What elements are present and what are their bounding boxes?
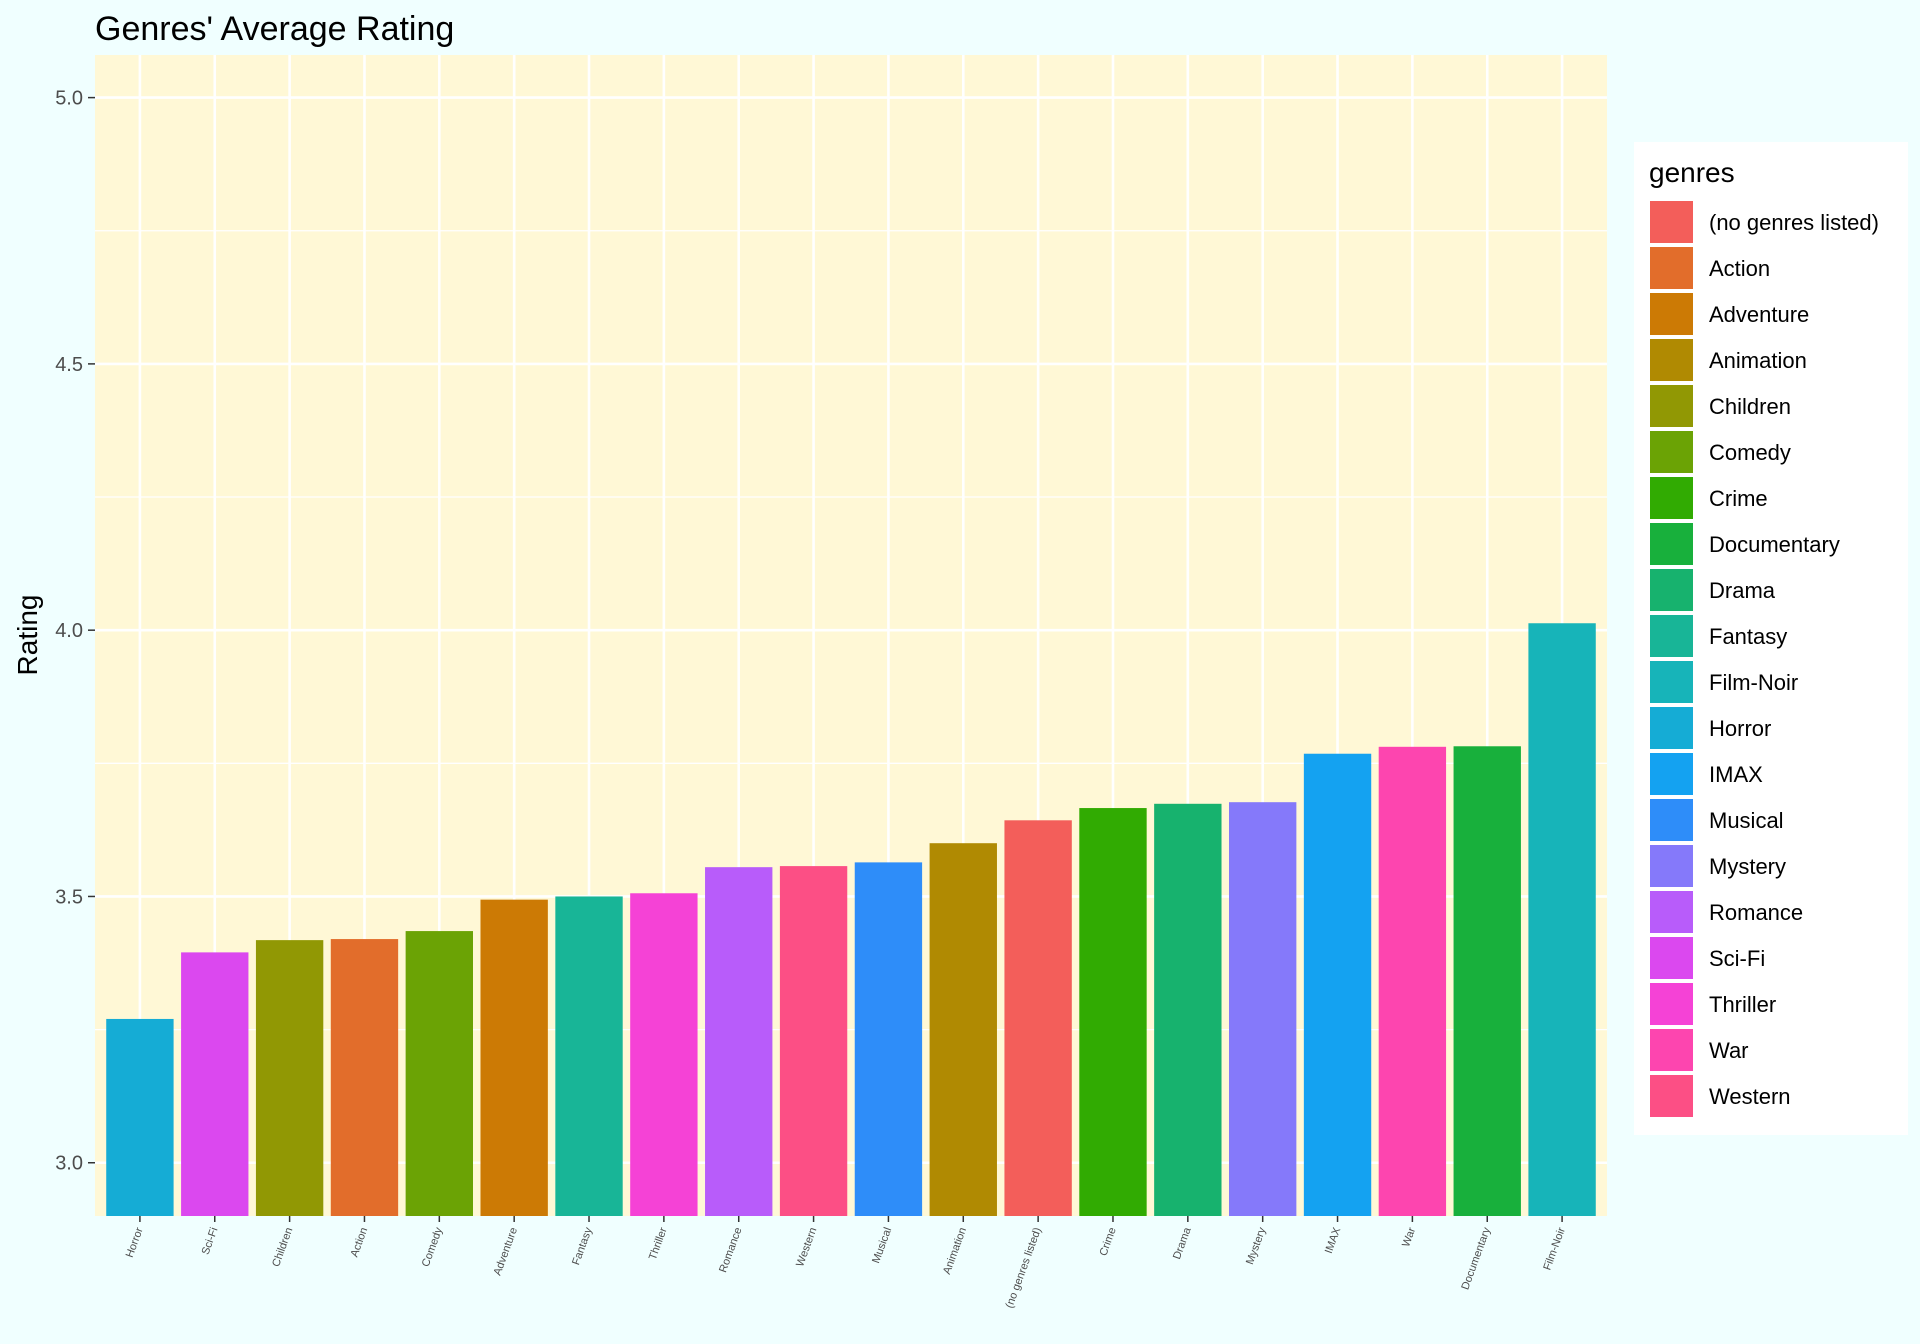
legend-label: Romance [1709,900,1803,925]
legend-key [1650,661,1693,703]
legend-key [1650,523,1693,565]
x-tick-label: Mystery [1244,1225,1269,1266]
legend-label: Fantasy [1709,624,1787,649]
legend-label: IMAX [1709,762,1763,787]
bar-crime [1079,808,1147,1216]
x-tick-label: Adventure [492,1226,520,1277]
x-tick-label: Western [794,1226,819,1268]
bar-fantasy [555,896,623,1216]
legend-label: Musical [1709,808,1784,833]
bar-animation [929,843,997,1216]
bar-thriller [630,893,698,1216]
legend-label: Western [1709,1084,1791,1109]
bar-sci-fi [181,952,249,1216]
legend-label: Sci-Fi [1709,946,1765,971]
bar-no-genres-listed [1004,820,1072,1216]
legend-key [1650,293,1693,335]
y-tick-label: 5.0 [55,88,83,110]
x-tick-label: IMAX [1323,1225,1344,1255]
legend-key [1650,707,1693,749]
legend-key [1650,753,1693,795]
legend-label: Animation [1709,348,1807,373]
x-tick-label: Fantasy [570,1225,595,1266]
legend-label: Horror [1709,716,1771,741]
chart-title: Genres' Average Rating [95,10,454,48]
x-tick-label: Drama [1171,1225,1194,1261]
y-tick-label: 3.0 [55,1153,83,1175]
legend-key [1650,247,1693,289]
x-tick-label: Animation [941,1226,969,1276]
legend-key [1650,891,1693,933]
x-tick-label: Sci-Fi [200,1226,221,1257]
x-tick-label: Action [349,1226,371,1259]
bars [106,623,1596,1216]
legend-title: genres [1649,157,1735,188]
x-tick-label: Film-Noir [1541,1226,1568,1272]
bar-horror [106,1018,174,1216]
bar-comedy [405,931,473,1216]
legend-key [1650,983,1693,1025]
legend-label: Comedy [1709,440,1791,465]
x-tick-label: Musical [870,1226,894,1265]
x-tick-label: War [1400,1226,1418,1249]
bar-action [330,939,399,1216]
legend-key [1650,1075,1693,1117]
legend-key [1650,615,1693,657]
bar-documentary [1453,746,1521,1216]
legend-label: Thriller [1709,992,1776,1017]
x-tick-label: Comedy [420,1225,445,1268]
legend-label: Children [1709,394,1791,419]
legend-key [1650,477,1693,519]
legend-label: Film-Noir [1709,670,1798,695]
bar-western [779,866,848,1216]
y-tick-label: 4.0 [55,620,83,642]
legend-label: Adventure [1709,302,1809,327]
legend-label: Crime [1709,486,1768,511]
bar-adventure [480,899,548,1216]
legend-key [1650,937,1693,979]
bar-imax [1303,753,1372,1216]
legend-label: (no genres listed) [1709,210,1879,235]
x-tick-label: Horror [124,1226,146,1260]
y-axis: 3.0 3.5 4.0 4.5 5.0 [55,88,95,1175]
bar-children [255,940,324,1216]
legend-key [1650,339,1693,381]
x-axis: Horror Sci-Fi Children Action Comedy Adventur… [124,1216,1568,1310]
legend-label: Action [1709,256,1770,281]
legend-label: Drama [1709,578,1776,603]
legend-key [1650,431,1693,473]
legend-key [1650,845,1693,887]
legend-key [1650,201,1693,243]
x-tick-label: Children [270,1226,295,1269]
legend-key [1650,1029,1693,1071]
legend-label: War [1709,1038,1749,1063]
x-tick-label: Thriller [647,1226,670,1262]
x-tick-label: Documentary [1459,1225,1493,1291]
y-tick-label: 3.5 [55,886,83,908]
bar-film-noir [1528,623,1596,1216]
bar-mystery [1229,802,1297,1216]
legend-label: Documentary [1709,532,1840,557]
y-tick-label: 4.5 [55,354,83,376]
legend-label: Mystery [1709,854,1786,879]
legend: genres (no genres listed) Action Adventure… [1634,142,1908,1135]
legend-key [1650,799,1693,841]
legend-key [1650,385,1693,427]
x-tick-label: Romance [717,1226,744,1274]
bar-war [1378,746,1447,1216]
bar-musical [854,862,923,1216]
legend-key [1650,569,1693,611]
x-tick-label: Crime [1097,1226,1118,1258]
bar-romance [705,867,773,1216]
x-tick-label: (no genres listed) [1004,1226,1044,1310]
y-axis-title: Rating [12,595,43,676]
bar-drama [1154,803,1222,1216]
